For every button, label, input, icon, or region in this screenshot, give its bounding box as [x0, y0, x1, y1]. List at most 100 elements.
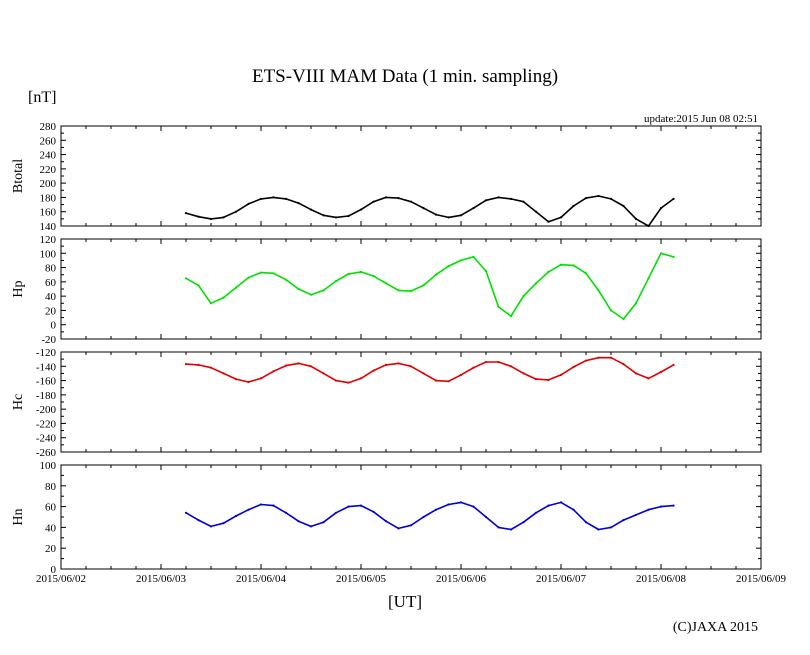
data-point: [297, 287, 300, 291]
data-point: [484, 270, 488, 273]
data-point: [259, 271, 263, 274]
y-axis-label: Hn: [11, 508, 26, 525]
data-point: [547, 378, 550, 381]
data-point: [234, 514, 238, 518]
data-point: [447, 265, 450, 268]
y-tick-label: 160: [40, 207, 57, 219]
data-point: [309, 525, 313, 528]
data-point: [609, 197, 613, 200]
data-point: [284, 511, 288, 514]
data-point: [622, 204, 625, 208]
data-point: [472, 207, 475, 210]
data-point: [597, 356, 600, 359]
data-point: [284, 278, 288, 281]
y-tick-label: 200: [40, 178, 57, 190]
data-point: [209, 366, 213, 369]
data-point: [209, 302, 213, 305]
data-point: [484, 515, 488, 519]
data-point: [197, 215, 200, 218]
y-tick-label: -20: [41, 334, 56, 346]
y-tick-label: 100: [40, 460, 57, 472]
y-tick-label: 180: [40, 192, 57, 204]
series-line-hc: [185, 356, 674, 384]
series-line-hn: [185, 501, 674, 531]
data-point: [222, 296, 225, 299]
data-point: [672, 197, 675, 200]
data-point: [584, 359, 588, 362]
data-point: [559, 263, 563, 266]
data-point: [309, 293, 313, 296]
data-point: [397, 362, 400, 365]
data-point: [184, 277, 188, 280]
data-point: [384, 520, 388, 523]
data-point: [522, 200, 525, 203]
data-point: [222, 216, 225, 219]
data-point: [597, 194, 600, 198]
data-point: [372, 200, 375, 203]
data-point: [447, 380, 450, 383]
data-point: [497, 196, 500, 199]
y-tick-label: 120: [40, 234, 57, 246]
y-tick-label: 60: [45, 277, 57, 289]
panel-frame: [60, 125, 762, 227]
chart-title: ETS-VIII MAM Data (1 min. sampling): [251, 66, 559, 87]
data-point: [659, 505, 663, 508]
data-point: [509, 365, 513, 368]
x-tick-label: 2015/06/02: [36, 573, 86, 585]
data-point: [384, 196, 388, 199]
data-point: [672, 255, 675, 258]
data-point: [472, 505, 475, 508]
data-point: [197, 519, 200, 522]
data-point: [347, 381, 350, 384]
x-tick-label: 2015/06/06: [436, 573, 487, 585]
data-point: [647, 508, 650, 511]
y-tick-label: 0: [51, 320, 57, 332]
data-point: [584, 521, 588, 524]
data-point: [397, 527, 400, 530]
data-point: [409, 290, 413, 293]
x-tick-label: 2015/06/08: [636, 573, 687, 585]
data-point: [609, 356, 613, 359]
y-tick-label: 80: [45, 263, 57, 275]
data-point: [184, 363, 188, 366]
data-point: [434, 379, 438, 382]
data-point: [572, 204, 575, 208]
y-tick-label: 240: [40, 150, 57, 162]
y-tick-label: -240: [36, 433, 57, 445]
data-point: [672, 504, 675, 507]
y-axis-label: Hp: [11, 280, 26, 297]
data-point: [259, 503, 263, 506]
x-tick-label: 2015/06/03: [136, 573, 187, 585]
data-point: [622, 363, 625, 366]
copyright: (C)JAXA 2015: [672, 620, 758, 635]
data-point: [272, 272, 275, 275]
series-line-hp: [185, 252, 674, 320]
y-tick-label: -260: [36, 447, 57, 459]
y-tick-label: -200: [36, 404, 57, 416]
data-point: [647, 224, 650, 228]
data-point: [359, 270, 363, 273]
data-point: [222, 522, 225, 525]
data-point: [197, 284, 200, 287]
data-point: [497, 360, 500, 364]
y-tick-label: 260: [40, 135, 57, 147]
data-point: [234, 210, 238, 213]
data-point: [509, 528, 513, 531]
y-tick-label: -120: [36, 347, 57, 359]
data-point: [397, 289, 400, 292]
data-point: [659, 252, 663, 255]
data-point: [522, 295, 525, 298]
panel-frame: [60, 464, 762, 570]
data-point: [409, 200, 413, 203]
data-point: [372, 275, 375, 278]
data-point: [347, 505, 350, 508]
data-point: [522, 521, 525, 524]
data-point: [634, 302, 638, 305]
data-point: [209, 525, 213, 528]
data-point: [247, 202, 250, 205]
data-point: [272, 504, 275, 507]
data-point: [609, 309, 613, 312]
data-point: [472, 366, 475, 369]
y-tick-label: 60: [45, 502, 57, 514]
